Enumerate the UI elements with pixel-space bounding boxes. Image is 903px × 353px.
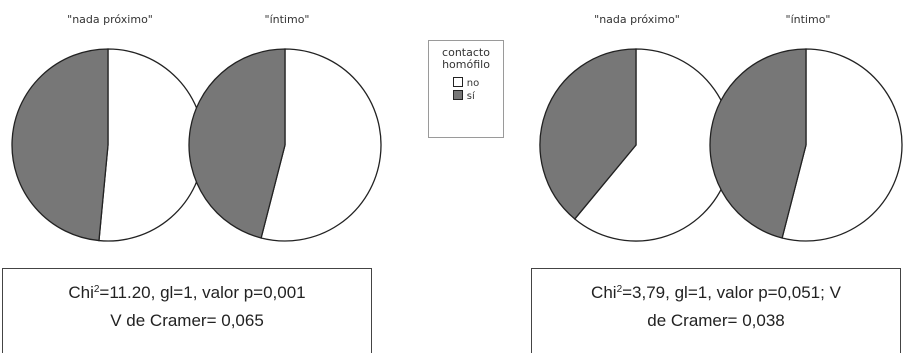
stats-right-superscript: 2 <box>616 284 623 295</box>
pie-intimo-right: "íntimo" <box>709 13 903 242</box>
stats-right-values: =3,79, gl=1, valor p=0,051; V <box>622 283 841 302</box>
pie-slice-no-nada-proximo-left <box>98 48 205 242</box>
pie-title-nada-proximo-left: "nada próximo" <box>67 13 153 26</box>
legend-title: contacto homófilo <box>429 47 503 71</box>
pie-nada-proximo-right: "nada próximo" <box>539 13 733 242</box>
legend-swatch-no <box>452 77 463 87</box>
stats-right-chi: Chi <box>591 283 617 302</box>
pie-intimo-left: "íntimo" <box>188 13 382 242</box>
legend-item-no: no <box>452 77 480 90</box>
pie-slice-no-intimo-left <box>260 48 382 242</box>
legend-label-si: sí <box>466 91 475 102</box>
legend-item-si: sí <box>452 90 479 103</box>
pie-charts: "nada próximo" "íntimo" "nada próximo" "ínt… <box>11 13 903 242</box>
stats-box-right: Chi2=3,79, gl=1, valor p=0,051; V de Cra… <box>531 268 901 353</box>
legend-items: no sí <box>452 77 480 103</box>
pie-slice-si-intimo-right <box>709 48 807 239</box>
stats-right-line2: de Cramer= 0,038 <box>647 311 785 330</box>
stats-box-left: Chi2=11.20, gl=1, valor p=0,001 V de Cra… <box>2 268 372 353</box>
stats-left-line2: V de Cramer= 0,065 <box>110 311 264 330</box>
legend-swatch-si <box>452 90 463 100</box>
legend-label-no: no <box>466 78 480 89</box>
pie-nada-proximo-left: "nada próximo" <box>11 13 205 242</box>
stats-left-values: =11.20, gl=1, valor p=0,001 <box>99 283 306 302</box>
pie-slice-si-nada-proximo-right <box>539 48 637 220</box>
pie-title-intimo-left: "íntimo" <box>265 13 310 26</box>
legend: contacto homófilo no sí <box>428 40 504 138</box>
pie-slice-si-intimo-left <box>188 48 286 239</box>
stats-left-line1: Chi2=11.20, gl=1, valor p=0,001 <box>3 279 371 307</box>
pie-title-nada-proximo-right: "nada próximo" <box>594 13 680 26</box>
pie-slice-no-intimo-right <box>781 48 903 242</box>
stats-left-superscript: 2 <box>93 284 100 295</box>
stats-right-line1: Chi2=3,79, gl=1, valor p=0,051; V <box>532 279 900 307</box>
stats-left-chi: Chi <box>68 283 94 302</box>
legend-title-line1: contacto <box>442 46 490 59</box>
pie-title-intimo-right: "íntimo" <box>786 13 831 26</box>
legend-title-line2: homófilo <box>442 58 490 71</box>
pie-slice-si-nada-proximo-left <box>11 48 109 242</box>
